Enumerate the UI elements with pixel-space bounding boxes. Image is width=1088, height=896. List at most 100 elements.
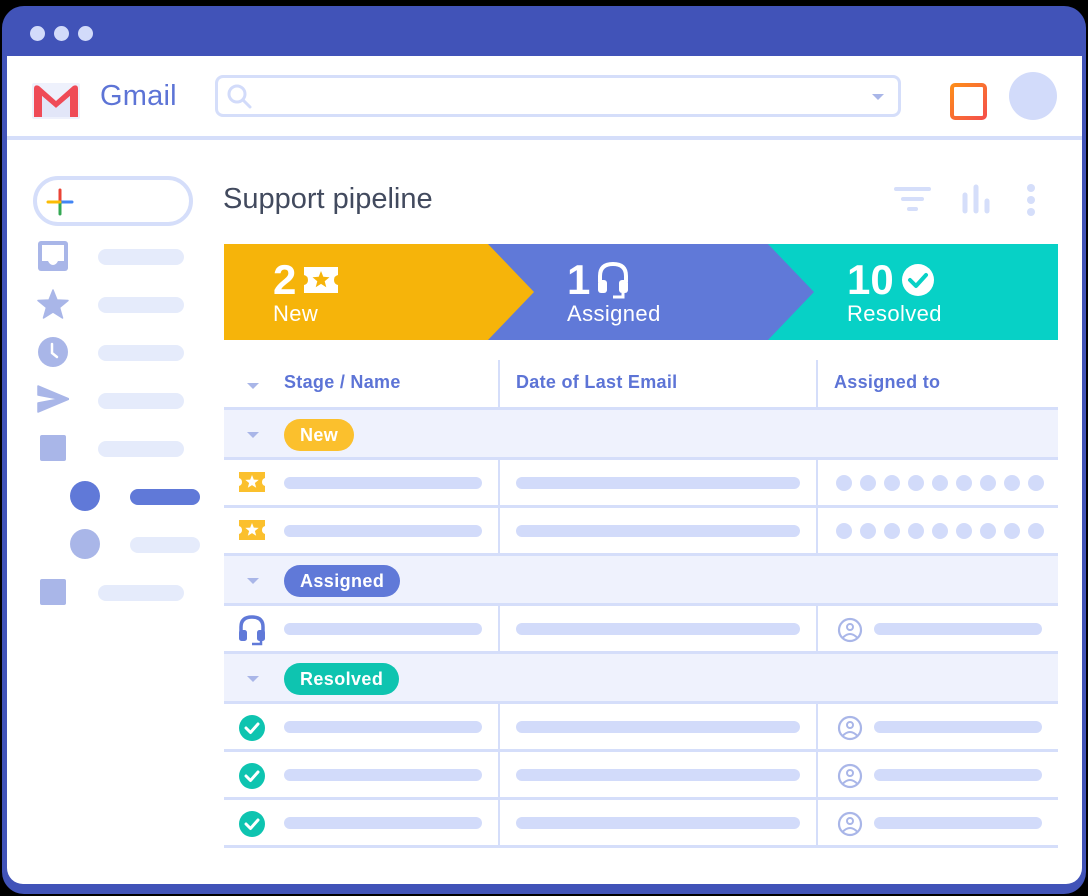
column-divider	[816, 508, 818, 553]
headset-icon	[598, 261, 629, 299]
stage-count: 1	[567, 256, 591, 303]
search-input[interactable]	[215, 75, 901, 117]
name-placeholder	[284, 721, 482, 733]
sidebar-label-placeholder	[98, 585, 184, 601]
search-options-dropdown-icon[interactable]	[872, 94, 884, 100]
browser-window: Gmail	[2, 6, 1086, 894]
bar-chart-icon[interactable]	[959, 183, 995, 215]
name-placeholder	[284, 769, 482, 781]
table-row[interactable]	[224, 704, 1058, 752]
assignee-placeholder	[874, 769, 1042, 781]
pipeline-summary: 2 New 1 As	[224, 244, 1058, 340]
gmail-app: Gmail	[7, 56, 1082, 884]
title-bar	[2, 6, 1086, 56]
ticket-star-icon	[304, 267, 339, 293]
star-icon	[37, 289, 69, 319]
stage-label: Assigned	[567, 301, 661, 326]
compose-button[interactable]	[33, 176, 193, 226]
sidebar-subitem-active[interactable]	[7, 480, 227, 512]
name-placeholder	[284, 525, 482, 537]
sidebar-item-sent[interactable]	[7, 384, 227, 416]
table-row[interactable]	[224, 752, 1058, 800]
collapse-caret-icon[interactable]	[247, 432, 259, 438]
column-divider	[498, 508, 500, 553]
stage-pill-assigned: Assigned	[284, 565, 401, 597]
column-divider	[816, 752, 818, 797]
label-circle-icon	[70, 529, 100, 559]
name-placeholder	[284, 477, 482, 489]
window-control-dot[interactable]	[78, 26, 93, 41]
column-divider	[498, 704, 500, 749]
sidebar-item-inbox[interactable]	[7, 240, 227, 272]
column-divider	[498, 752, 500, 797]
column-header-date-of-last-email[interactable]: Date of Last Email	[516, 372, 678, 392]
date-placeholder	[516, 769, 800, 781]
check-circle-icon	[239, 763, 265, 789]
table-row[interactable]	[224, 508, 1058, 556]
compose-plus-icon	[46, 188, 74, 216]
column-divider[interactable]	[498, 360, 500, 407]
column-divider[interactable]	[816, 360, 818, 407]
sidebar-item-starred[interactable]	[7, 288, 227, 320]
table-row[interactable]	[224, 606, 1058, 654]
page-title: Support pipeline	[223, 183, 433, 215]
date-placeholder	[516, 817, 800, 829]
collapse-caret-icon[interactable]	[247, 676, 259, 682]
assignee-placeholder	[874, 817, 1042, 829]
table-row[interactable]	[224, 800, 1058, 848]
sidebar-item-label[interactable]	[7, 432, 227, 464]
person-icon[interactable]	[837, 763, 863, 789]
pipeline-stage-new[interactable]: 2 New	[224, 244, 524, 340]
collapse-caret-icon[interactable]	[247, 578, 259, 584]
layout-panel-icon[interactable]	[950, 83, 987, 120]
table-header: Stage / Name Date of Last Email Assigned…	[224, 360, 1058, 410]
column-divider	[816, 606, 818, 651]
column-divider	[816, 704, 818, 749]
search-icon[interactable]	[224, 81, 256, 113]
gmail-logo-icon[interactable]	[32, 83, 80, 119]
table-row[interactable]	[224, 460, 1058, 508]
column-header-assigned-to[interactable]: Assigned to	[834, 372, 941, 392]
column-divider	[498, 800, 500, 845]
column-divider	[498, 606, 500, 651]
sidebar-item-snoozed[interactable]	[7, 336, 227, 368]
unassigned-dots[interactable]	[836, 475, 1044, 491]
collapse-all-caret-icon[interactable]	[247, 383, 259, 389]
label-square-icon	[40, 435, 66, 461]
date-placeholder	[516, 721, 800, 733]
date-placeholder	[516, 525, 800, 537]
sidebar-label-placeholder	[130, 489, 200, 505]
person-icon[interactable]	[837, 617, 863, 643]
window-control-dot[interactable]	[54, 26, 69, 41]
name-placeholder	[284, 623, 482, 635]
date-placeholder	[516, 623, 800, 635]
group-row-assigned[interactable]: Assigned	[224, 556, 1058, 606]
sidebar-item-label[interactable]	[7, 576, 227, 608]
stage-pill-resolved: Resolved	[284, 663, 400, 695]
app-name: Gmail	[100, 80, 177, 112]
app-header: Gmail	[7, 56, 1082, 140]
pipeline-stage-resolved[interactable]: 10 Resolved	[804, 244, 1058, 340]
filter-icon[interactable]	[893, 183, 933, 215]
clock-icon	[38, 337, 68, 367]
check-circle-icon	[239, 715, 265, 741]
pipeline-stage-assigned[interactable]: 1 Assigned	[524, 244, 804, 340]
unassigned-dots[interactable]	[836, 523, 1044, 539]
person-icon[interactable]	[837, 715, 863, 741]
check-circle-icon	[901, 264, 934, 296]
sidebar-label-placeholder	[98, 393, 184, 409]
stage-count: 10	[847, 256, 894, 303]
person-icon[interactable]	[837, 811, 863, 837]
group-row-resolved[interactable]: Resolved	[224, 654, 1058, 704]
date-placeholder	[516, 477, 800, 489]
sidebar-subitem[interactable]	[7, 528, 227, 560]
window-control-dot[interactable]	[30, 26, 45, 41]
more-vert-icon[interactable]	[1021, 183, 1041, 217]
label-circle-icon	[70, 481, 100, 511]
group-row-new[interactable]: New	[224, 410, 1058, 460]
assignee-placeholder	[874, 721, 1042, 733]
account-avatar[interactable]	[1009, 72, 1057, 120]
stage-label: New	[273, 301, 319, 326]
sidebar-label-placeholder	[98, 249, 184, 265]
column-header-stage-name[interactable]: Stage / Name	[284, 372, 401, 392]
